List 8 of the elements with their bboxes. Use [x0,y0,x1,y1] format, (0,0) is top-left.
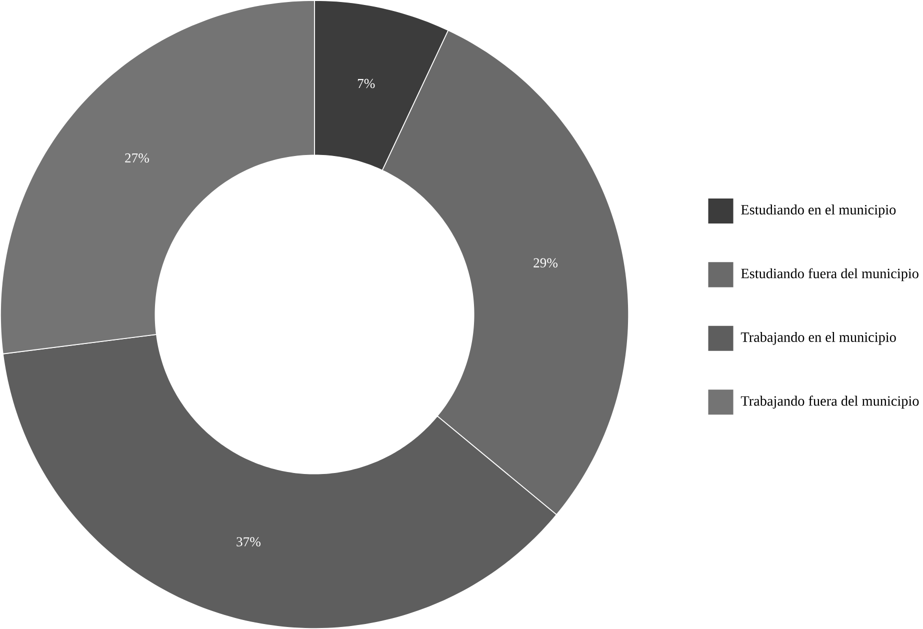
legend-label: Estudiando en el municipio [741,204,896,218]
legend-label: Estudiando fuera del municipio [741,268,918,282]
data-label: 7% [358,78,375,88]
legend-label: Trabajando fuera del municipio [740,396,919,409]
data-label: 27% [125,153,149,163]
legend-label: Trabajando en el municipio [740,332,896,345]
data-label: 37% [236,537,260,546]
data-label: 29% [534,258,558,268]
